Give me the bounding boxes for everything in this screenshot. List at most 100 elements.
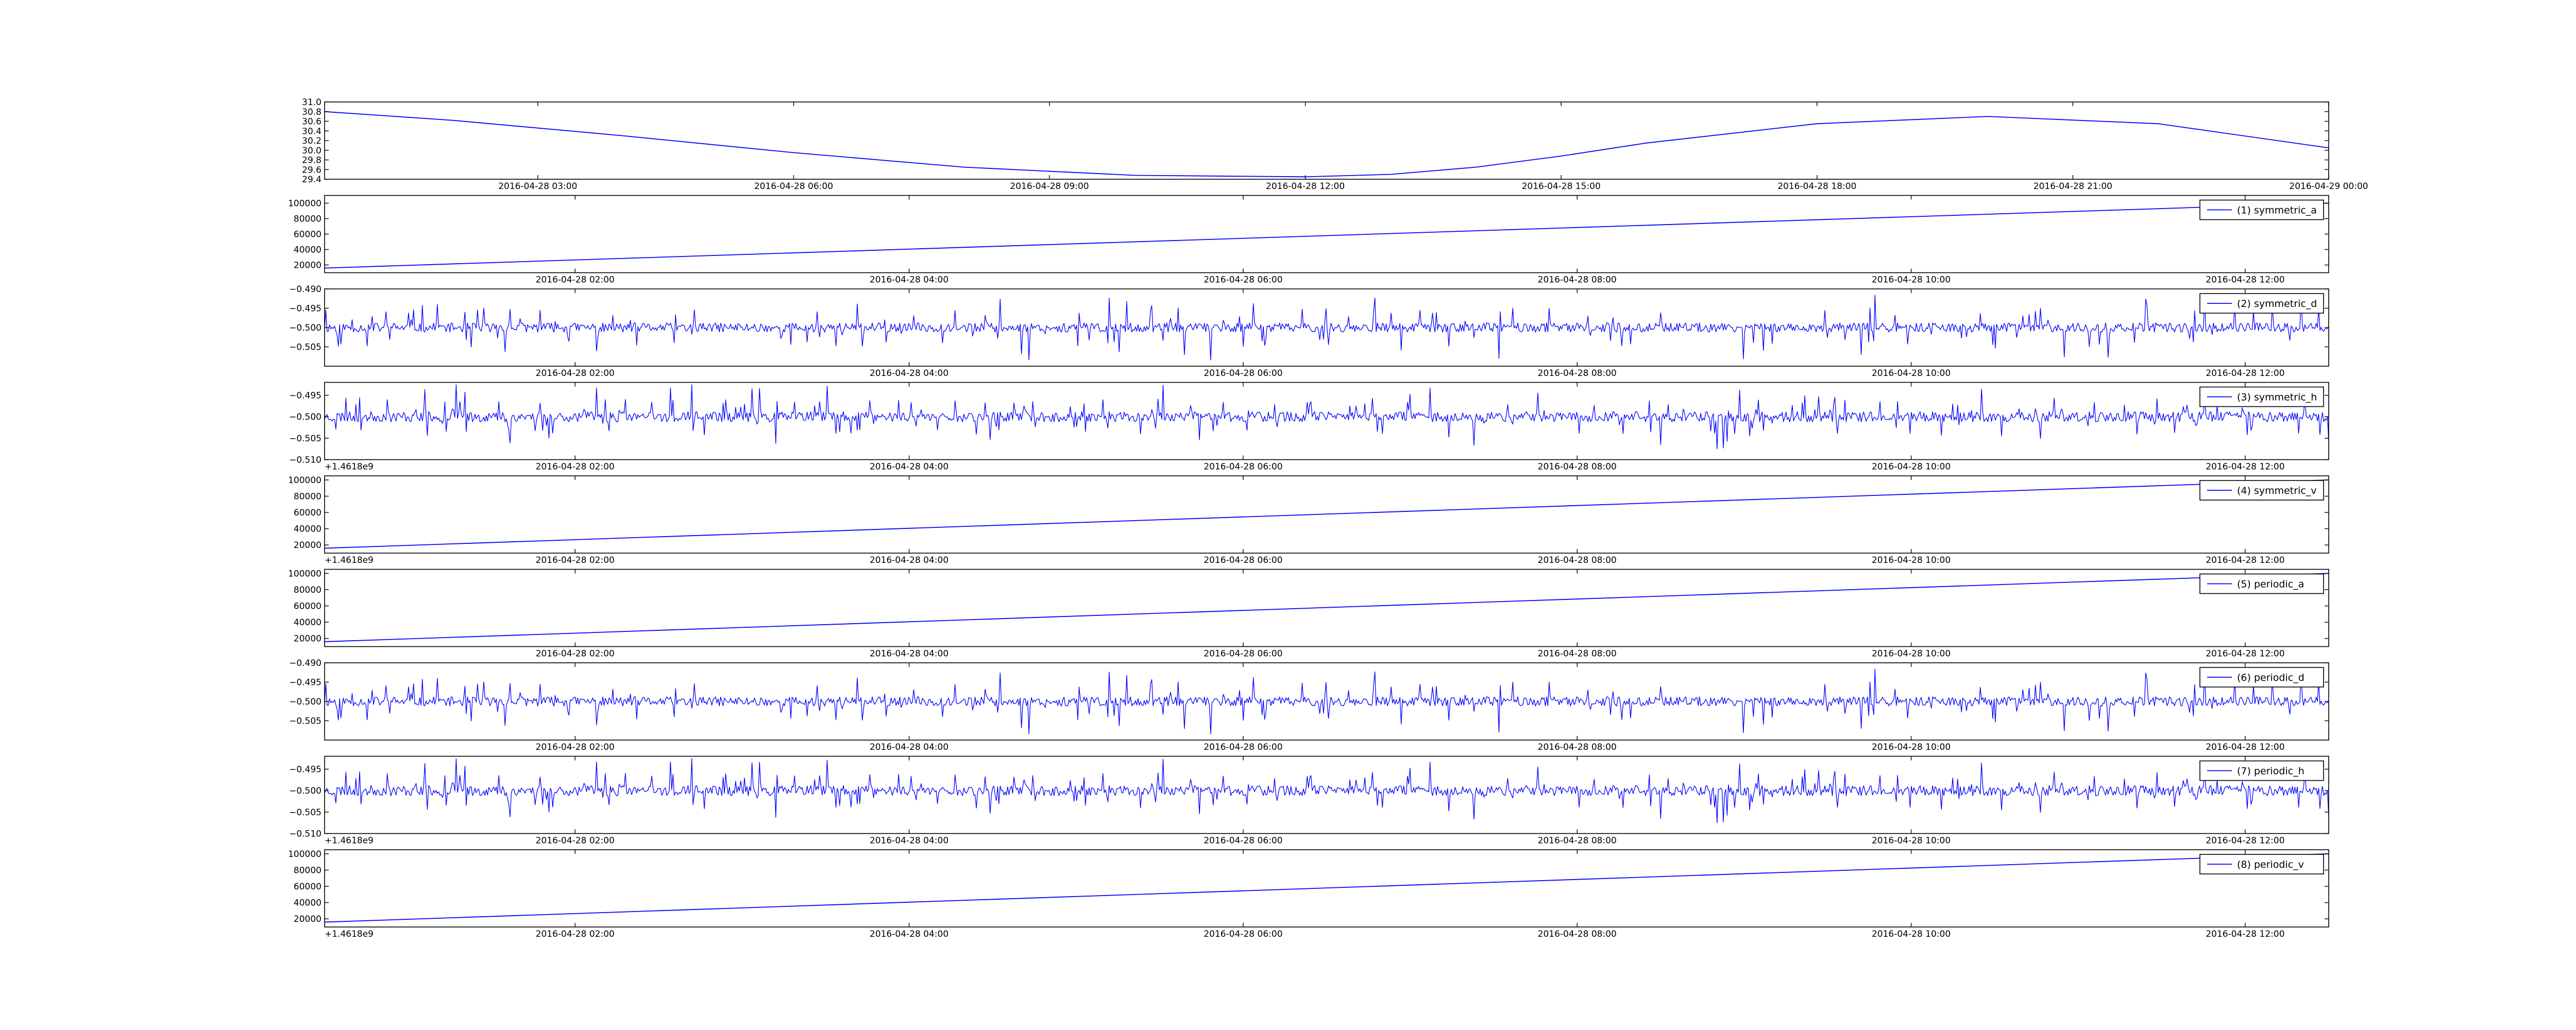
y-tick-label: 60000: [294, 230, 321, 240]
legend-label: (2) symmetric_d: [2237, 298, 2317, 310]
y-tick-label: 29.4: [302, 175, 321, 185]
legend-label: (1) symmetric_a: [2237, 205, 2317, 216]
x-tick-label: 2016-04-28 10:00: [1872, 742, 1951, 752]
axes-frame: [324, 849, 2329, 928]
y-offset-text: +1.4618e9: [325, 555, 374, 565]
x-tick-label: 2016-04-28 06:00: [1204, 555, 1282, 565]
y-tick-label: 80000: [294, 585, 321, 595]
y-tick-label: −0.500: [289, 697, 321, 707]
panel-4: −0.510 −0.505 −0.500 −0.495 2016-04-28 02:00…: [289, 382, 2329, 472]
x-tick-label: 2016-04-28 04:00: [870, 929, 948, 939]
x-tick-label: 2016-04-28 04:00: [870, 368, 948, 379]
series-line-9-1: [325, 853, 2329, 923]
panel-1: 29.429.629.830.030.230.430.630.831.0 2016…: [302, 97, 2368, 192]
legend-label: (5) periodic_a: [2237, 579, 2304, 590]
x-tick-label: 2016-04-28 21:00: [2033, 181, 2112, 192]
y-tick-label: 100000: [288, 849, 321, 860]
series-line-2-1: [325, 202, 2329, 269]
x-tick-label: 2016-04-28 06:00: [1204, 929, 1282, 939]
x-tick-label: 2016-04-28 02:00: [536, 649, 615, 659]
y-tick-label: 40000: [294, 617, 321, 628]
series-line-3-1: [325, 295, 2329, 360]
x-tick-label: 2016-04-28 04:00: [870, 836, 948, 846]
y-tick-label: −0.495: [289, 391, 321, 401]
y-tick-label: 20000: [294, 914, 321, 924]
y-tick-label: −0.495: [289, 304, 321, 314]
x-tick-label: 2016-04-28 12:00: [1266, 181, 1345, 192]
x-tick-label: 2016-04-28 08:00: [1538, 836, 1617, 846]
y-tick-label: −0.505: [289, 434, 321, 444]
y-tick-label: −0.500: [289, 412, 321, 422]
y-tick-label: 30.8: [302, 107, 321, 117]
y-tick-label: 30.0: [302, 146, 321, 156]
y-tick-label: 30.6: [302, 117, 321, 127]
legend: (1) symmetric_a: [2199, 199, 2324, 220]
series-line-4-1: [325, 384, 2329, 450]
y-tick-label: 100000: [288, 569, 321, 579]
x-tick-label: 2016-04-28 06:00: [1204, 742, 1282, 752]
axes-frame: [324, 195, 2329, 273]
series-line-6-1: [325, 573, 2329, 642]
x-tick-label: 2016-04-28 10:00: [1872, 649, 1951, 659]
x-tick-label: 2016-04-28 10:00: [1872, 836, 1951, 846]
y-tick-label: 100000: [288, 475, 321, 486]
x-tick-label: 2016-04-28 12:00: [2206, 929, 2284, 939]
legend-box: [2199, 480, 2324, 501]
x-tick-label: 2016-04-28 12:00: [2206, 275, 2284, 285]
x-tick-label: 2016-04-28 12:00: [2206, 462, 2284, 472]
x-tick-label: 2016-04-28 08:00: [1538, 742, 1617, 752]
x-tick-label: 2016-04-28 09:00: [1010, 181, 1089, 192]
y-tick-label: 40000: [294, 898, 321, 908]
legend-label: (8) periodic_v: [2237, 859, 2304, 870]
axes-frame: [324, 382, 2329, 460]
x-tick-label: 2016-04-28 06:00: [1204, 275, 1282, 285]
y-tick-label: −0.490: [289, 284, 321, 295]
y-tick-label: −0.505: [289, 342, 321, 353]
x-tick-label: 2016-04-28 10:00: [1872, 275, 1951, 285]
legend: (5) periodic_a: [2199, 573, 2324, 594]
x-tick-label: 2016-04-28 12:00: [2206, 742, 2284, 752]
panel-5: 20000 40000 60000 80000 100000 2016-04-28 02:…: [288, 475, 2329, 565]
y-offset-text: +1.4618e9: [325, 929, 374, 939]
x-tick-label: 2016-04-28 02:00: [536, 462, 615, 472]
x-tick-label: 2016-04-28 08:00: [1538, 462, 1617, 472]
x-tick-label: 2016-04-28 10:00: [1872, 368, 1951, 379]
legend: (8) periodic_v: [2199, 854, 2324, 874]
y-tick-label: 20000: [294, 634, 321, 644]
legend: (7) periodic_h: [2199, 760, 2324, 781]
y-tick-label: −0.500: [289, 323, 321, 333]
x-tick-label: 2016-04-28 02:00: [536, 555, 615, 565]
y-offset-text: +1.4618e9: [325, 836, 374, 846]
x-tick-label: 2016-04-28 08:00: [1538, 368, 1617, 379]
x-tick-label: 2016-04-28 02:00: [536, 742, 615, 752]
y-tick-label: −0.510: [289, 455, 321, 466]
panel-8: −0.510 −0.505 −0.500 −0.495 2016-04-28 02:00…: [289, 756, 2329, 846]
x-tick-label: 2016-04-29 00:00: [2289, 181, 2368, 192]
y-tick-label: 60000: [294, 508, 321, 518]
legend: (4) symmetric_v: [2199, 480, 2324, 501]
x-tick-label: 2016-04-28 06:00: [754, 181, 833, 192]
y-tick-label: −0.505: [289, 808, 321, 818]
y-tick-label: 29.8: [302, 156, 321, 166]
y-tick-label: 20000: [294, 261, 321, 271]
panel-7: −0.505 −0.500 −0.495 −0.490 2016-04-28 02:00…: [289, 658, 2329, 752]
x-tick-label: 2016-04-28 02:00: [536, 275, 615, 285]
x-tick-label: 2016-04-28 02:00: [536, 929, 615, 939]
panel-6: 20000 40000 60000 80000 100000 2016-04-28 02:…: [288, 569, 2329, 659]
x-tick-label: 2016-04-28 12:00: [2206, 649, 2284, 659]
y-tick-label: −0.490: [289, 658, 321, 668]
legend-label: (6) periodic_d: [2237, 672, 2304, 683]
y-tick-label: 31.0: [302, 97, 321, 108]
y-tick-label: 40000: [294, 245, 321, 255]
axes-frame: [324, 756, 2329, 834]
panel-3: −0.505 −0.500 −0.495 −0.490 2016-04-28 02:00…: [289, 284, 2329, 379]
y-tick-label: 60000: [294, 602, 321, 612]
axes-frame: [324, 475, 2329, 554]
x-tick-label: 2016-04-28 06:00: [1204, 649, 1282, 659]
y-tick-label: 80000: [294, 865, 321, 876]
x-tick-label: 2016-04-28 12:00: [2206, 836, 2284, 846]
y-tick-label: 80000: [294, 214, 321, 225]
y-tick-label: 20000: [294, 540, 321, 551]
x-tick-label: 2016-04-28 03:00: [498, 181, 577, 192]
